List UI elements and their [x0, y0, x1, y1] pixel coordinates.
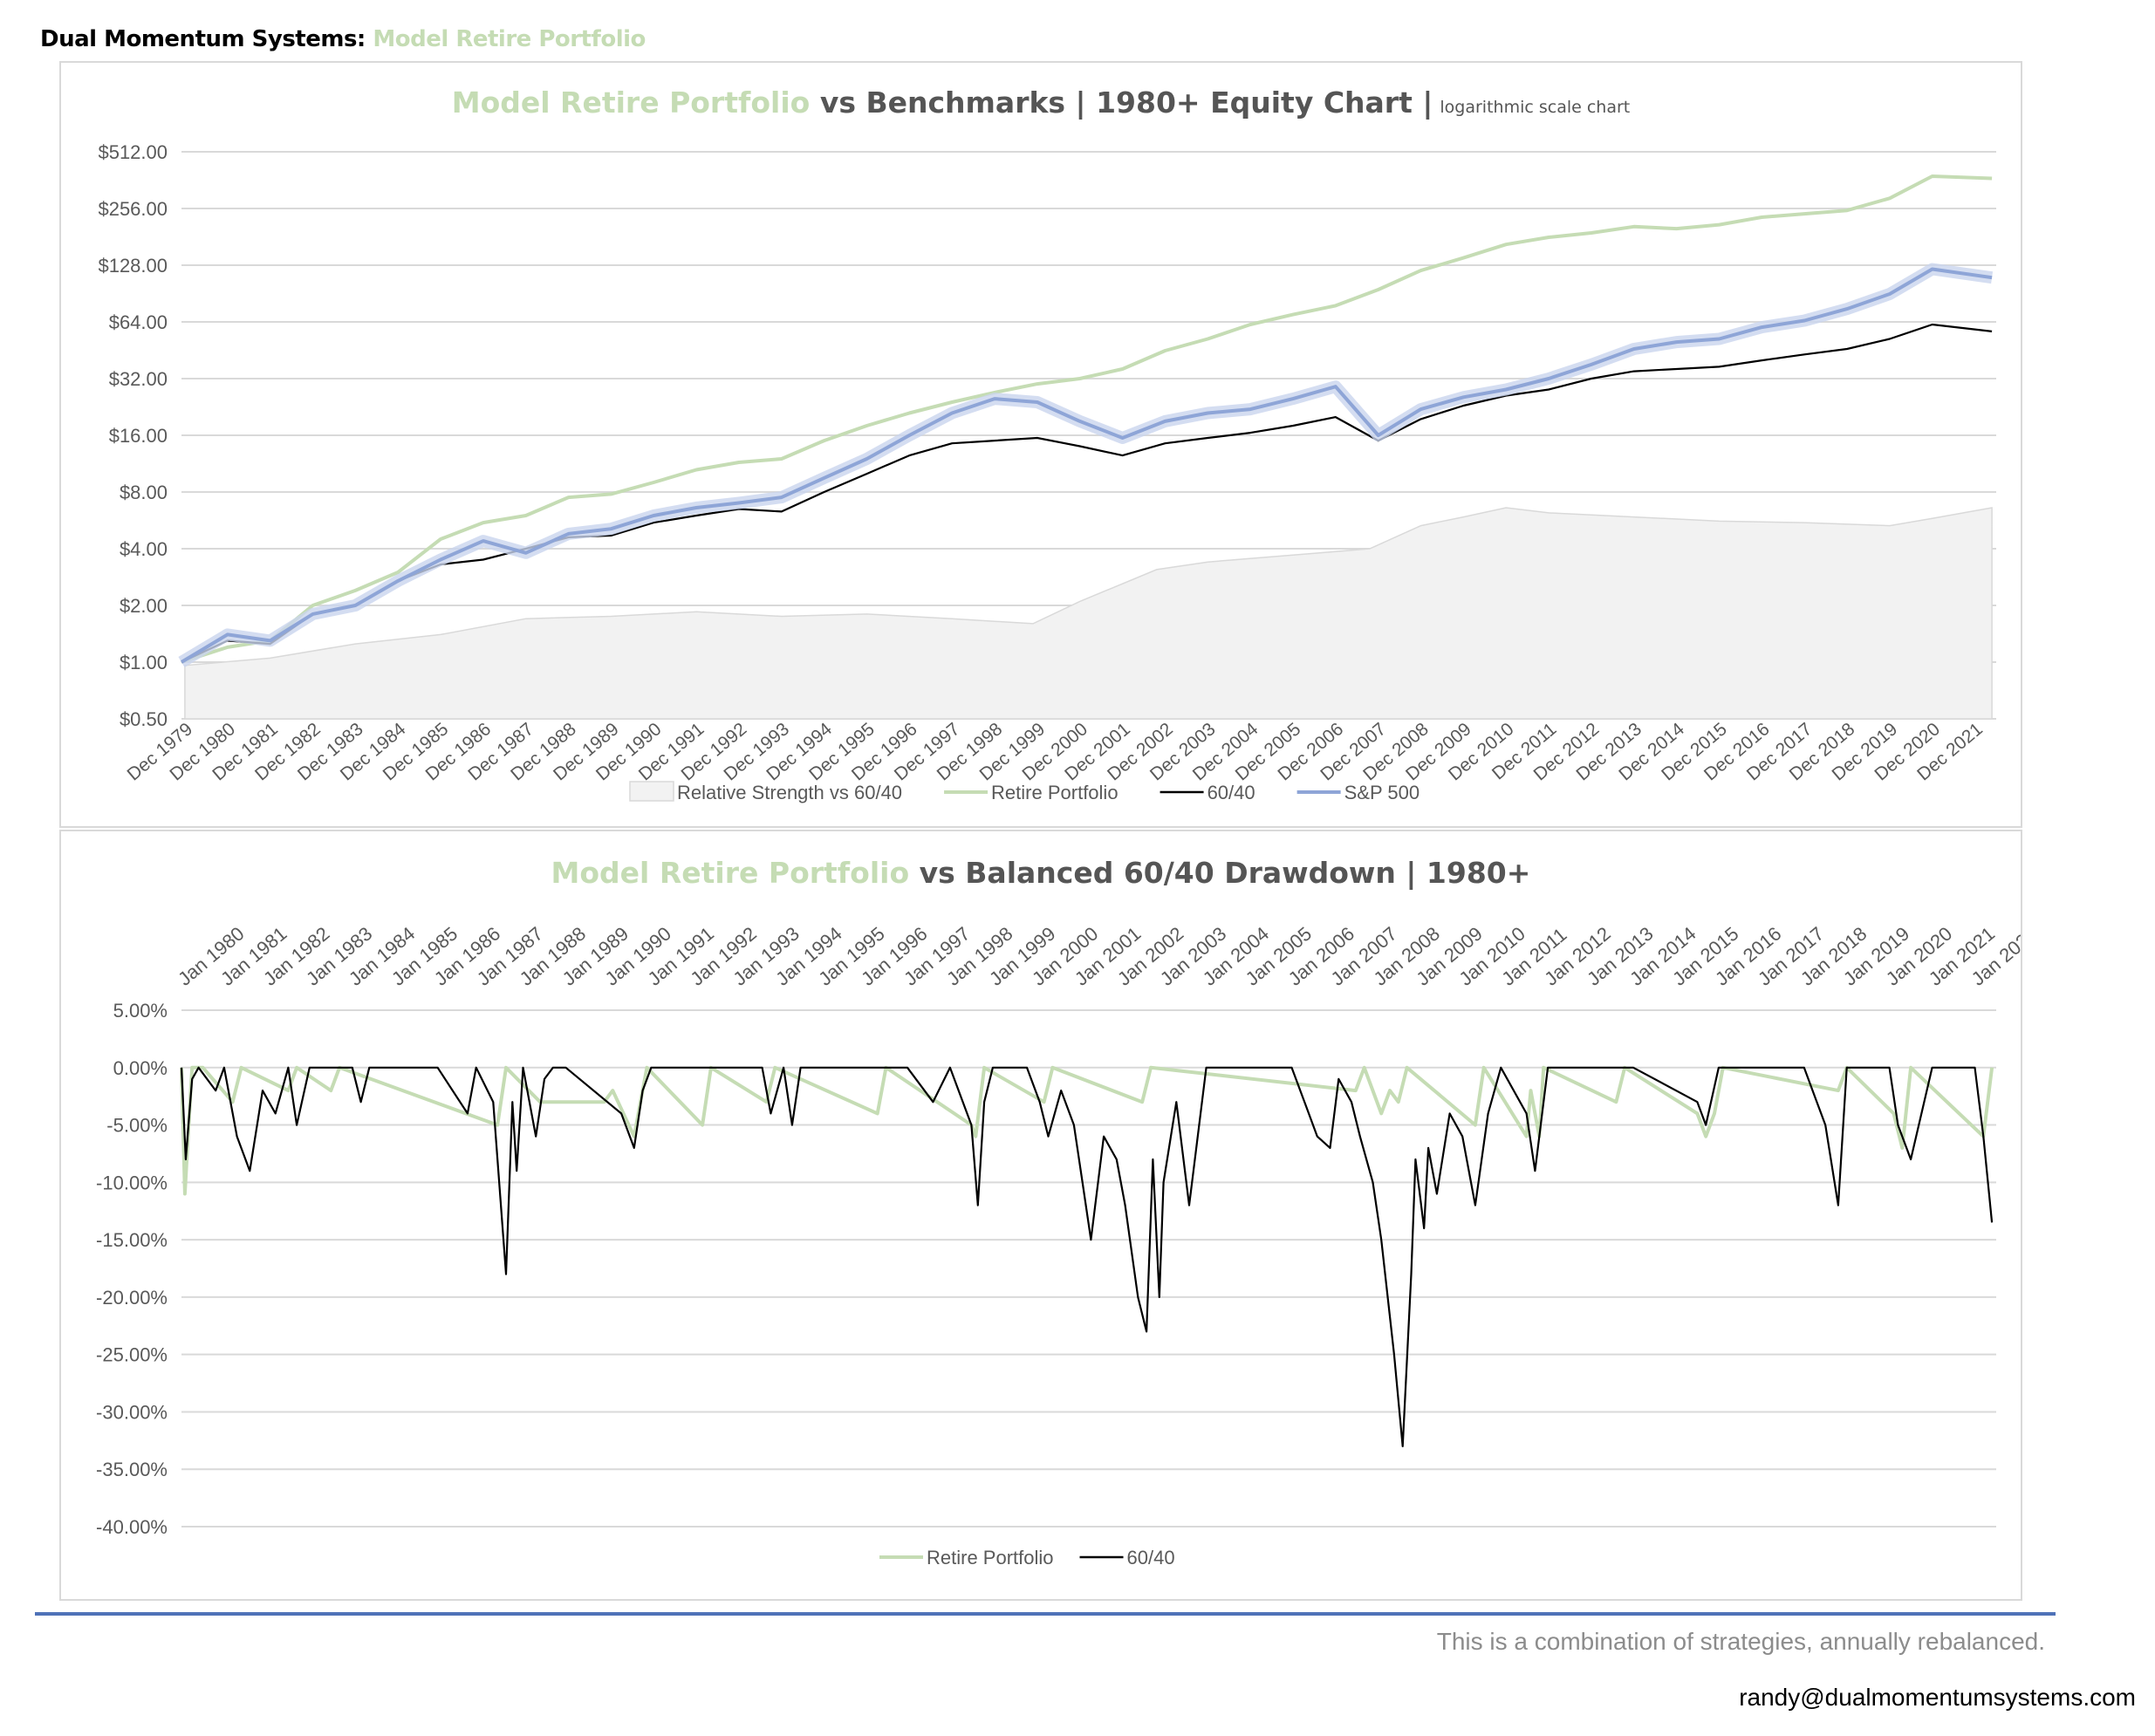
- y-tick-label: -25.00%: [96, 1344, 168, 1366]
- y-tick-label: $8.00: [120, 482, 168, 503]
- legend-label-retire-portfolio: Retire Portfolio: [927, 1547, 1054, 1569]
- y-tick-label: $32.00: [109, 368, 168, 390]
- y-tick-label: $0.50: [120, 708, 168, 730]
- legend-label-retire-portfolio: Retire Portfolio: [991, 782, 1119, 803]
- series-60-40-line: [180, 1066, 1994, 1447]
- portfolio-name: Model Retire Portfolio: [373, 26, 646, 52]
- equity-title-accent: Model Retire Portfolio: [451, 85, 811, 120]
- y-tick-label: -10.00%: [96, 1172, 168, 1193]
- y-tick-label: -40.00%: [96, 1516, 168, 1538]
- y-tick-label: 0.00%: [113, 1057, 168, 1079]
- drawdown-title-rest: vs Balanced 60/40 Drawdown | 1980+: [919, 856, 1531, 890]
- page-header: Dual Momentum Systems: Model Retire Port…: [40, 26, 646, 52]
- y-tick-label: $512.00: [98, 141, 168, 163]
- drawdown-chart: 5.00% 0.00% -5.00% -10.00% -15.00% -20.00% -25…: [96, 922, 2021, 1569]
- y-tick-label: -35.00%: [96, 1459, 168, 1480]
- y-tick-label: -20.00%: [96, 1287, 168, 1309]
- brand-name: Dual Momentum Systems:: [40, 26, 366, 52]
- legend-label-relative-strength-vs-60-40: Relative Strength vs 60/40: [677, 782, 902, 803]
- series-retire-portfolio-line: [180, 1065, 1994, 1196]
- drawdown-chart-title: Model Retire Portfolio vs Balanced 60/40…: [61, 856, 2021, 890]
- y-tick-label: $4.00: [120, 538, 168, 560]
- footer-divider: [35, 1612, 2056, 1616]
- y-tick-label: $2.00: [120, 595, 168, 617]
- equity-title-rest: vs Benchmarks | 1980+ Equity Chart |: [819, 85, 1433, 120]
- legend-label-s-p-500: S&P 500: [1344, 782, 1420, 803]
- series-s-p-500-line: [180, 267, 1993, 664]
- legend-swatch-relative-strength-vs-60-40: [629, 781, 674, 802]
- series-60-40-line: [181, 323, 1993, 663]
- legend-label-60-40: 60/40: [1207, 782, 1255, 803]
- equity-title-note: logarithmic scale chart: [1440, 98, 1631, 117]
- series-retire-portfolio-line: [181, 174, 1993, 664]
- drawdown-chart-panel: Model Retire Portfolio vs Balanced 60/40…: [59, 830, 2022, 1601]
- y-tick-label: $16.00: [109, 425, 168, 447]
- y-tick-label: -30.00%: [96, 1401, 168, 1423]
- y-tick-label: $128.00: [98, 255, 168, 277]
- drawdown-title-accent: Model Retire Portfolio: [551, 856, 910, 890]
- equity-chart-title: Model Retire Portfolio vs Benchmarks | 1…: [61, 85, 2021, 120]
- contact-email: randy@dualmomentumsystems.com: [1739, 1684, 2136, 1711]
- y-tick-label: -15.00%: [96, 1229, 168, 1251]
- y-tick-label: $256.00: [98, 198, 168, 220]
- footer-note: This is a combination of strategies, ann…: [1436, 1628, 2045, 1655]
- equity-chart: $0.50 $1.00 $2.00 $4.00 $8.00 $16.00 $32.00 $64…: [98, 141, 1996, 803]
- series-relative-strength-vs-60-40-area: [184, 507, 1993, 720]
- legend-label-60-40: 60/40: [1127, 1547, 1175, 1569]
- y-tick-label: $64.00: [109, 311, 168, 333]
- y-tick-label: $1.00: [120, 652, 168, 673]
- y-tick-label: 5.00%: [113, 1000, 168, 1022]
- equity-chart-panel: Model Retire Portfolio vs Benchmarks | 1…: [59, 61, 2022, 828]
- y-tick-label: -5.00%: [106, 1115, 168, 1137]
